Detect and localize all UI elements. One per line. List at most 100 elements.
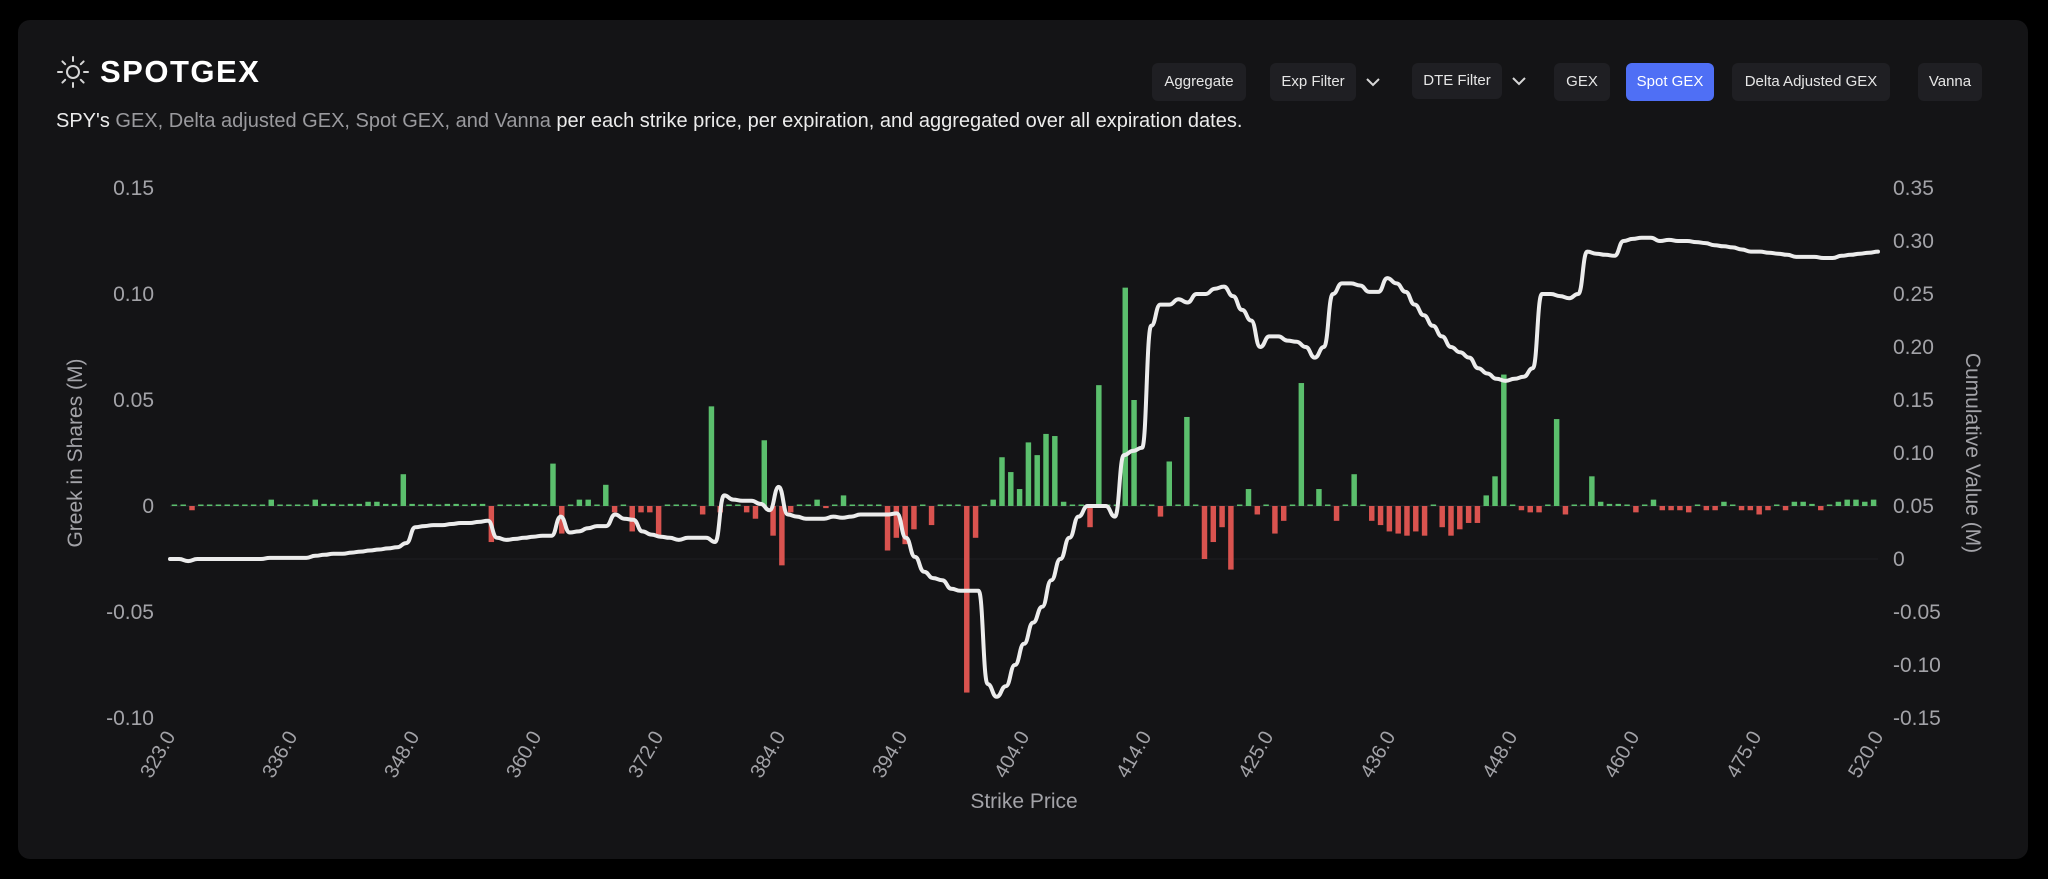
bar xyxy=(682,504,688,506)
bar xyxy=(831,504,838,506)
x-tick-label: 348.0 xyxy=(380,728,424,782)
bar xyxy=(286,504,292,506)
bar xyxy=(1272,506,1278,534)
bar xyxy=(1131,400,1137,506)
y-axis-right: 0.35 0.30 0.25 0.20 0.15 0.10 0.05 0 -0.05 -0.10 -… xyxy=(1893,177,1941,730)
bar xyxy=(294,504,301,506)
bar xyxy=(673,504,679,506)
bar xyxy=(708,406,715,506)
bar xyxy=(409,503,415,506)
main-card: SPOTGEX SPY's GEX, Delta adjusted GEX, S… xyxy=(18,20,2028,859)
aggregate-button[interactable]: Aggregate xyxy=(1152,63,1246,101)
bar xyxy=(1782,506,1789,511)
gex-button[interactable]: GEX xyxy=(1554,63,1610,101)
y-tick-label: 0 xyxy=(142,495,154,518)
bar xyxy=(1201,506,1208,559)
chevron-down-icon[interactable] xyxy=(1508,63,1530,101)
bar xyxy=(1184,416,1190,506)
y2-tick-label: -0.10 xyxy=(1893,654,1941,677)
bar xyxy=(726,504,732,506)
bar xyxy=(1430,504,1437,506)
spot-gex-button[interactable]: Spot GEX xyxy=(1626,63,1714,101)
bar xyxy=(603,484,609,506)
bar xyxy=(532,503,539,506)
bar xyxy=(946,504,952,506)
bar xyxy=(1157,506,1164,517)
bar xyxy=(268,499,274,506)
bar xyxy=(1325,504,1331,506)
bar xyxy=(787,506,794,513)
bar xyxy=(594,504,600,506)
bar xyxy=(1140,504,1146,506)
bar xyxy=(1571,504,1577,506)
bar xyxy=(1421,506,1428,536)
bar xyxy=(576,499,583,506)
bar xyxy=(911,506,917,530)
bar xyxy=(171,504,178,506)
y2-tick-label: 0.05 xyxy=(1893,495,1934,518)
bar xyxy=(1774,504,1780,506)
bar xyxy=(206,504,213,506)
vanna-button[interactable]: Vanna xyxy=(1918,63,1982,101)
bar xyxy=(884,506,891,551)
bar xyxy=(277,504,283,506)
y-axis-left: 0.15 0.10 0.05 0 -0.05 -0.10 xyxy=(106,177,154,730)
x-tick-label: 425.0 xyxy=(1234,728,1278,782)
bar xyxy=(303,504,310,506)
bar xyxy=(699,506,706,515)
x-tick-label: 475.0 xyxy=(1722,728,1766,782)
bar xyxy=(1351,474,1357,506)
toolbar: Aggregate Exp Filter DTE Filter GEX Spot… xyxy=(18,63,2028,103)
bar xyxy=(1219,506,1225,528)
bar xyxy=(981,504,988,506)
bar xyxy=(435,504,442,506)
bar xyxy=(1263,504,1269,506)
page-subtitle: SPY's GEX, Delta adjusted GEX, Spot GEX,… xyxy=(56,110,1242,133)
dte-filter-button[interactable]: DTE Filter xyxy=(1412,63,1502,99)
y2-tick-label: -0.05 xyxy=(1893,601,1941,624)
bar xyxy=(1765,506,1771,511)
brand-name: SPOTGEX xyxy=(100,54,261,89)
bar xyxy=(1448,506,1454,536)
bar xyxy=(1694,504,1701,506)
bar xyxy=(867,504,873,506)
bar xyxy=(1280,506,1287,521)
bar xyxy=(1509,504,1516,506)
bar xyxy=(515,504,521,506)
bar xyxy=(1633,506,1639,513)
bar xyxy=(550,463,556,506)
bar xyxy=(1307,504,1313,506)
bar xyxy=(1474,506,1481,523)
bar xyxy=(1016,489,1023,506)
y2-tick-label: 0 xyxy=(1893,548,1905,571)
bar xyxy=(664,504,671,506)
x-tick-label: 520.0 xyxy=(1844,728,1888,782)
delta-adjusted-gex-button[interactable]: Delta Adjusted GEX xyxy=(1732,63,1890,101)
bar xyxy=(1025,442,1032,506)
bar xyxy=(1756,506,1762,515)
bar xyxy=(356,503,363,506)
bar xyxy=(1439,506,1445,528)
bar xyxy=(259,504,266,506)
bar xyxy=(453,503,459,506)
bar xyxy=(638,506,644,513)
bar xyxy=(620,504,627,506)
bar xyxy=(1078,504,1084,506)
bar xyxy=(823,506,829,509)
bar xyxy=(1518,506,1525,511)
brand: SPOTGEX xyxy=(56,54,260,90)
bar xyxy=(1659,506,1666,511)
bar xyxy=(312,499,318,506)
bar xyxy=(338,504,345,506)
bar xyxy=(1043,433,1049,506)
bar xyxy=(1289,504,1296,506)
bar xyxy=(479,503,486,506)
y-tick-label: 0.05 xyxy=(113,389,154,412)
bar xyxy=(1835,501,1842,506)
exp-filter-button[interactable]: Exp Filter xyxy=(1270,63,1356,101)
chevron-down-icon[interactable] xyxy=(1362,63,1384,101)
bar xyxy=(1844,499,1850,506)
bar xyxy=(1545,504,1551,506)
bar xyxy=(1148,504,1155,506)
bar xyxy=(1712,506,1718,511)
